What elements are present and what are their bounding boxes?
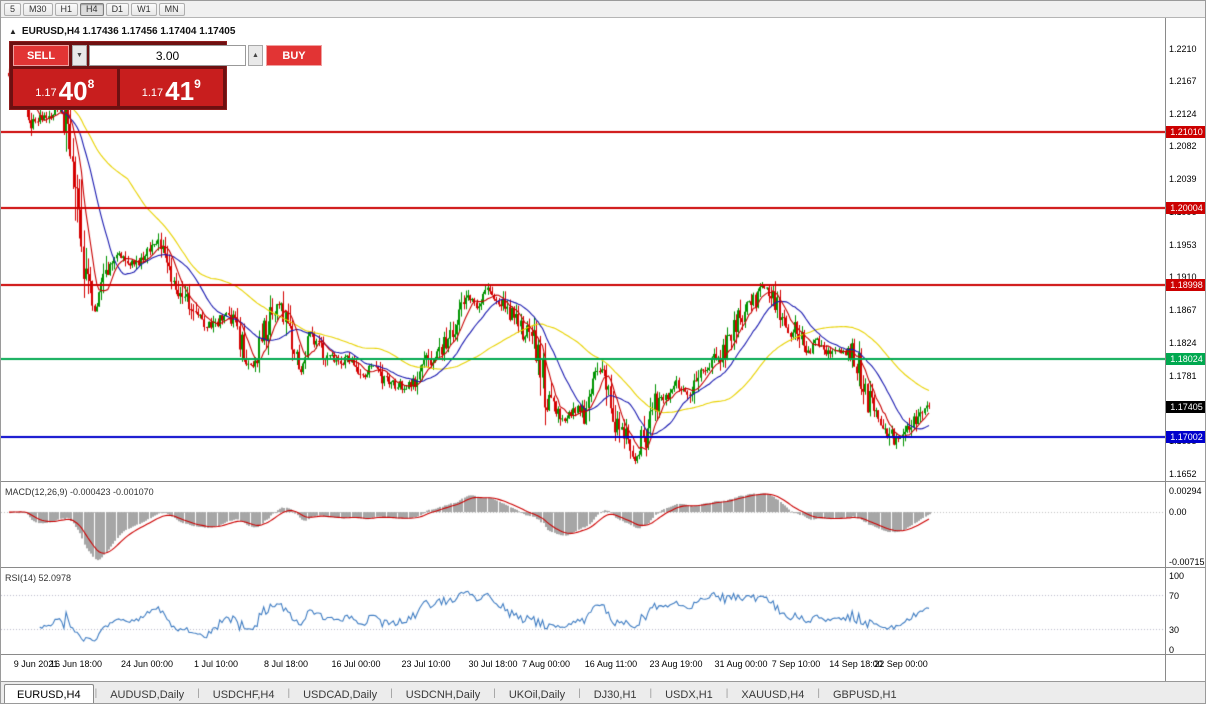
volume-decrease-icon[interactable]: ▼ [72, 45, 87, 66]
price-tick-label: 1.1867 [1169, 305, 1197, 316]
volume-increase-icon[interactable]: ▲ [248, 45, 263, 66]
chart-tab-xauusd-h4[interactable]: XAUUSD,H4 [741, 688, 805, 701]
sell-button[interactable]: SELL [13, 45, 69, 66]
chart-tab-dj30-h1[interactable]: DJ30,H1 [593, 688, 637, 701]
chart-tab-audusd-daily[interactable]: AUDUSD,Daily [110, 688, 185, 701]
timeframe-toolbar: 5 M30 H1 H4 D1 W1 MN [1, 1, 1205, 18]
timeframe-button-w1[interactable]: W1 [131, 2, 157, 16]
level-price-tag: 1.20004 [1166, 202, 1205, 214]
tab-separator: | [94, 688, 98, 699]
tab-separator: | [725, 688, 729, 699]
one-click-trading-panel: SELL ▼ ▲ BUY 1.17 40 8 1.17 41 9 [9, 41, 322, 110]
chart-tab-gbpusd-h1[interactable]: GBPUSD,H1 [832, 688, 897, 701]
buy-price-display[interactable]: 1.17 41 9 [119, 69, 223, 106]
sell-price-sup: 8 [87, 77, 95, 91]
sell-price-display[interactable]: 1.17 40 8 [13, 69, 117, 106]
rsi-panel-canvas[interactable] [1, 570, 1165, 654]
price-tick-label: 1.2167 [1169, 76, 1197, 87]
level-price-tag: 1.17002 [1166, 431, 1205, 443]
time-tick-label: 7 Sep 10:00 [771, 659, 821, 669]
rsi-indicator-label: RSI(14) 52.0978 [5, 573, 72, 583]
macd-tick-label: 0.00294 [1169, 486, 1202, 497]
tab-separator: | [578, 688, 581, 699]
time-tick-label: 24 Jun 00:00 [120, 659, 174, 669]
timeframe-button-d1[interactable]: D1 [105, 2, 130, 16]
macd-tick-label: 0.00 [1169, 507, 1187, 518]
price-tick-label: 1.1781 [1169, 370, 1197, 381]
chart-tab-usdcnh-daily[interactable]: USDCNH,Daily [405, 688, 481, 701]
macd-tick-label: -0.00715 [1169, 557, 1205, 567]
time-tick-label: 7 Aug 00:00 [521, 659, 571, 669]
time-tick-label: 1 Jul 10:00 [193, 659, 239, 669]
tab-separator: | [390, 688, 393, 699]
buy-button[interactable]: BUY [266, 45, 322, 66]
tab-separator: | [649, 688, 653, 699]
rsi-tick-label: 100 [1169, 571, 1185, 581]
tab-separator: | [493, 688, 496, 699]
panel-splitter[interactable] [1, 481, 1205, 482]
symbol-ohlc-text: EURUSD,H4 1.17436 1.17456 1.17404 1.1740… [21, 26, 236, 37]
panel-splitter[interactable] [1, 654, 1205, 655]
time-tick-label: 22 Sep 00:00 [874, 659, 928, 669]
tab-separator: | [197, 688, 200, 699]
sell-price-prefix: 1.17 [35, 87, 57, 99]
price-tick-label: 1.2210 [1169, 43, 1197, 54]
timeframe-button-mn[interactable]: MN [158, 2, 185, 16]
price-tick-label: 1.2082 [1169, 141, 1197, 152]
time-tick-label: 23 Jul 10:00 [401, 659, 451, 669]
price-tick-label: 1.1953 [1169, 239, 1197, 250]
volume-input[interactable] [89, 45, 246, 66]
price-tick-label: 1.2039 [1169, 173, 1197, 184]
rsi-tick-label: 30 [1169, 624, 1180, 635]
tab-separator: | [287, 688, 291, 699]
current-price-tag: 1.17405 [1166, 401, 1205, 413]
price-tick-label: 1.2124 [1169, 109, 1197, 120]
rsi-tick-label: 70 [1169, 591, 1180, 602]
level-price-tag: 1.18024 [1166, 353, 1205, 365]
volume-stepper: ▼ ▲ [72, 45, 263, 66]
macd-indicator-label: MACD(12,26,9) -0.000423 -0.001070 [5, 487, 154, 497]
timeframe-button-m30[interactable]: M30 [23, 2, 53, 16]
time-tick-label: 16 Jun 18:00 [49, 659, 103, 669]
timeframe-button-h4[interactable]: H4 [80, 2, 104, 16]
price-tick-label: 1.1652 [1169, 469, 1197, 480]
price-tick-label: 1.1824 [1169, 337, 1197, 348]
one-click-toggle-icon[interactable]: ▲ [9, 27, 17, 36]
chart-tab-usdchf-h4[interactable]: USDCHF,H4 [212, 688, 275, 701]
chart-tab-ukoil-daily[interactable]: UKOil,Daily [508, 688, 566, 701]
time-tick-label: 23 Aug 19:00 [649, 659, 703, 669]
timeframe-button-h1[interactable]: H1 [54, 2, 79, 16]
price-tick-label: 1.1910 [1169, 272, 1197, 283]
chart-tab-usdcad-daily[interactable]: USDCAD,Daily [303, 688, 378, 701]
chart-tab-eurusd-h4[interactable]: EURUSD,H4 [4, 684, 94, 703]
time-tick-label: 16 Jul 00:00 [331, 659, 381, 669]
buy-price-prefix: 1.17 [141, 87, 164, 99]
time-tick-label: 31 Aug 00:00 [714, 659, 768, 669]
timeframe-button-5[interactable]: 5 [4, 2, 22, 16]
level-price-tag: 1.18998 [1166, 279, 1205, 291]
chart-tab-bar: EURUSD,H4 | AUDUSD,Daily | USDCHF,H4 | USDCAD,… [1, 681, 1205, 703]
rsi-tick-label: 0 [1169, 645, 1175, 655]
price-axis-border [1165, 18, 1166, 681]
buy-price-big: 41 [165, 76, 195, 106]
tab-separator: | [817, 688, 820, 699]
time-tick-label: 16 Aug 11:00 [584, 659, 638, 669]
level-price-tag: 1.21010 [1166, 126, 1205, 138]
panel-splitter[interactable] [1, 567, 1205, 568]
macd-panel-canvas[interactable] [1, 484, 1165, 567]
chart-tab-usdx-h1[interactable]: USDX,H1 [665, 688, 713, 701]
time-tick-label: 8 Jul 18:00 [263, 659, 309, 669]
time-tick-label: 30 Jul 18:00 [468, 659, 518, 669]
time-tick-label: 14 Sep 18:00 [829, 659, 883, 669]
buy-price-sup: 9 [194, 77, 201, 91]
chart-info-line: ▲ EURUSD,H4 1.17436 1.17456 1.17404 1.17… [9, 26, 235, 37]
time-tick-label: 9 Jun 2021 [13, 659, 59, 669]
sell-price-big: 40 [58, 76, 88, 106]
